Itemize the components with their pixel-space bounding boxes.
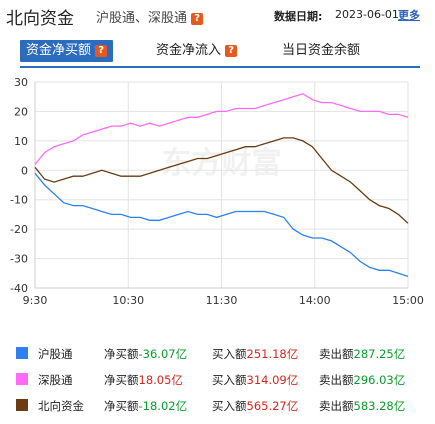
help-icon[interactable]: ? xyxy=(95,45,108,57)
x-tick-label: 10:30 xyxy=(112,294,144,307)
x-tick-label: 9:30 xyxy=(23,294,48,307)
legend-net: 净买额-18.02亿 xyxy=(104,398,187,414)
x-tick-label: 11:30 xyxy=(206,294,238,307)
x-tick-label: 14:00 xyxy=(299,294,331,307)
sell-value: 583.28亿 xyxy=(353,399,406,413)
help-icon[interactable]: ? xyxy=(225,45,238,57)
y-tick-label: 10 xyxy=(14,135,28,148)
net-value: -18.02亿 xyxy=(138,399,188,413)
series-line-sh xyxy=(34,172,409,278)
legend-name: 北向资金 xyxy=(38,399,84,413)
y-tick-label: 0 xyxy=(21,164,28,177)
y-tick-label: -40 xyxy=(10,282,28,295)
date-label: 数据日期: xyxy=(274,10,323,23)
sell-label: 卖出额 xyxy=(319,347,354,361)
y-tick-label: -20 xyxy=(10,223,28,236)
date-value: 2023-06-01 xyxy=(335,8,399,21)
net-label: 净买额 xyxy=(104,373,139,387)
legend-sell: 卖出额296.03亿 xyxy=(319,372,405,388)
legend-name: 深股通 xyxy=(38,373,73,387)
series-line-sz xyxy=(34,93,409,165)
buy-value: 314.09亿 xyxy=(246,373,299,387)
buy-label: 买入额 xyxy=(212,373,247,387)
page-title: 北向资金 xyxy=(6,9,74,29)
legend-net: 净买额18.05亿 xyxy=(104,372,183,388)
legend-buy: 买入额251.18亿 xyxy=(212,346,298,362)
sz-swatch xyxy=(16,373,28,385)
tab-balance[interactable]: 当日资金余额 xyxy=(282,43,361,58)
sh-swatch xyxy=(16,347,28,359)
tab-net-inflow-label: 资金净流入 xyxy=(156,43,222,58)
legend-sell: 卖出额583.28亿 xyxy=(319,398,405,414)
net-value: -36.07亿 xyxy=(138,347,188,361)
sell-label: 卖出额 xyxy=(319,373,354,387)
legend-sell: 卖出额287.25亿 xyxy=(319,346,405,362)
y-tick-label: -30 xyxy=(10,253,28,266)
legend-name: 沪股通 xyxy=(38,347,73,361)
help-icon[interactable]: ? xyxy=(191,13,204,25)
buy-value: 565.27亿 xyxy=(246,399,299,413)
tab-net-buy[interactable]: 资金净买额 ? xyxy=(20,40,114,62)
buy-label: 买入额 xyxy=(212,347,247,361)
subtitle: 沪股通、深股通 ? xyxy=(96,7,204,26)
net-label: 净买额 xyxy=(104,399,139,413)
y-tick-label: 30 xyxy=(14,76,28,89)
series-line-north xyxy=(34,137,409,224)
sell-value: 296.03亿 xyxy=(353,373,406,387)
legend-row-sz: 深股通 净买额18.05亿 买入额314.09亿 卖出额296.03亿 xyxy=(0,370,435,390)
tab-bar: 资金净买额 ? 资金净流入 ? 当日资金余额 xyxy=(20,40,420,66)
buy-label: 买入额 xyxy=(212,399,247,413)
y-tick-label: 20 xyxy=(14,105,28,118)
buy-value: 251.18亿 xyxy=(246,347,299,361)
net-value: 18.05亿 xyxy=(138,373,183,387)
legend-row-north: 北向资金 净买额-18.02亿 买入额565.27亿 卖出额583.28亿 xyxy=(0,396,435,416)
legend-row-sh: 沪股通 净买额-36.07亿 买入额251.18亿 卖出额287.25亿 xyxy=(0,344,435,364)
legend-buy: 买入额565.27亿 xyxy=(212,398,298,414)
subtitle-text: 沪股通、深股通 xyxy=(96,11,188,26)
north-swatch xyxy=(16,399,28,411)
sell-label: 卖出额 xyxy=(319,399,354,413)
legend-net: 净买额-36.07亿 xyxy=(104,346,187,362)
more-link[interactable]: 更多 xyxy=(398,9,420,22)
y-tick-label: -10 xyxy=(10,194,28,207)
header: 北向资金 沪股通、深股通 ? 数据日期: 2023-06-01 更多 xyxy=(0,0,435,30)
x-tick-label: 15:00 xyxy=(392,294,424,307)
tab-net-buy-label: 资金净买额 xyxy=(26,43,92,58)
net-label: 净买额 xyxy=(104,347,139,361)
legend-buy: 买入额314.09亿 xyxy=(212,372,298,388)
tab-underline xyxy=(20,66,420,68)
sell-value: 287.25亿 xyxy=(353,347,406,361)
tab-net-inflow[interactable]: 资金净流入 ? xyxy=(156,40,238,62)
